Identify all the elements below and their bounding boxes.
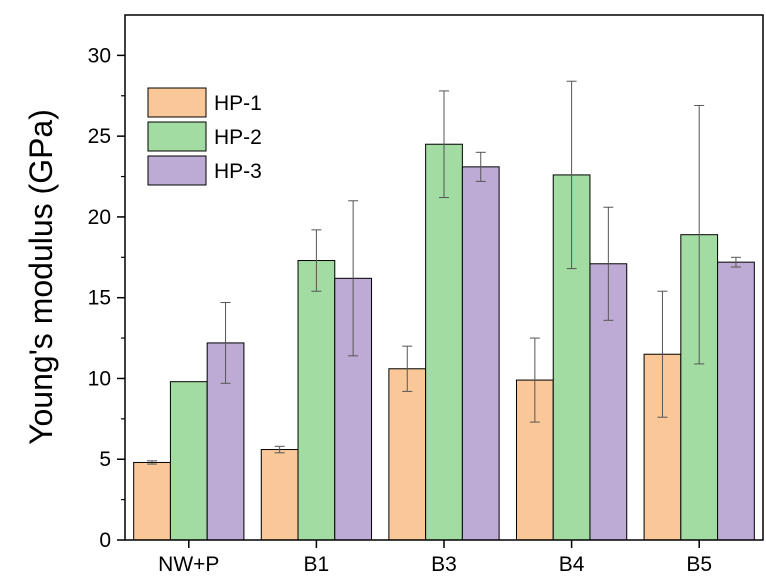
x-axis: NW+P B1 B3 B4 B5 xyxy=(158,540,712,576)
legend: HP-1 HP-2 HP-3 xyxy=(147,87,262,186)
y-tick-label: 20 xyxy=(88,206,111,229)
bar xyxy=(297,260,336,541)
y-tick-label: 30 xyxy=(88,44,111,67)
x-tick-label: NW+P xyxy=(158,553,219,576)
y-axis-title: Young's modulus (GPa) xyxy=(23,109,59,445)
legend-swatch xyxy=(147,121,207,152)
bar xyxy=(169,381,208,541)
y-tick-label: 25 xyxy=(88,125,111,148)
legend-swatch xyxy=(147,87,207,118)
legend-label: HP-2 xyxy=(214,126,262,149)
bar xyxy=(425,143,463,541)
y-tick-label: 10 xyxy=(88,367,111,390)
x-tick-label: B3 xyxy=(431,553,457,576)
legend-label: HP-1 xyxy=(214,92,262,115)
x-tick-label: B1 xyxy=(304,553,330,576)
x-tick-label: B5 xyxy=(686,553,712,576)
y-tick-label: 5 xyxy=(99,448,111,471)
bar xyxy=(717,261,755,541)
bar xyxy=(260,449,299,541)
bar xyxy=(133,461,171,541)
error-bars-layer xyxy=(147,80,741,465)
y-tick-label: 0 xyxy=(99,529,111,552)
bar xyxy=(461,166,500,541)
x-tick-label: B4 xyxy=(559,553,585,576)
legend-label: HP-3 xyxy=(214,160,262,183)
bar xyxy=(388,368,427,541)
y-axis: 0 5 10 15 20 25 30 xyxy=(88,44,125,552)
y-tick-label: 15 xyxy=(88,287,111,310)
legend-swatch xyxy=(147,155,207,186)
bars-layer xyxy=(133,143,755,541)
